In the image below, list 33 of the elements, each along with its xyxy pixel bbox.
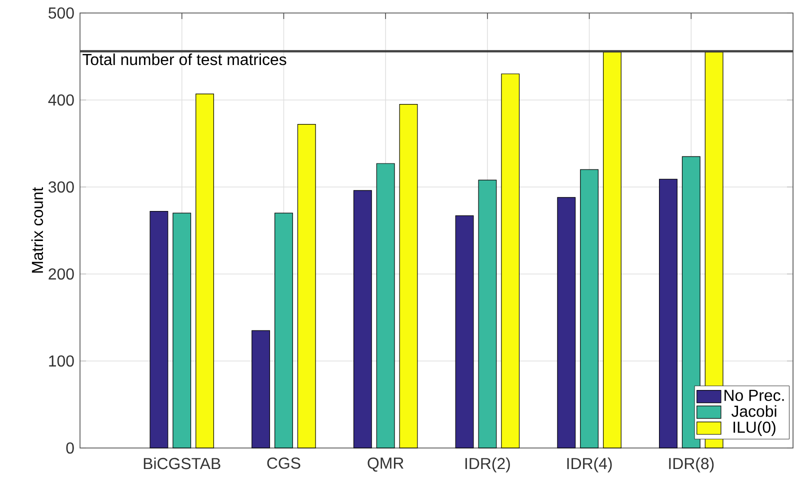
- x-tick-label: CGS: [267, 458, 300, 469]
- bar: [580, 169, 599, 448]
- legend-label: Jacobi: [731, 405, 776, 417]
- bar: [196, 94, 214, 448]
- y-tick-label: 300: [48, 181, 74, 193]
- bar: [399, 104, 418, 448]
- x-tick-label: BiCGSTAB: [144, 458, 220, 470]
- y-axis-title: Matrix count: [31, 187, 44, 273]
- bar: [274, 212, 293, 448]
- y-tick-label: 500: [48, 7, 74, 19]
- x-tick-label: IDR(4): [567, 458, 612, 472]
- y-tick-label: 200: [48, 268, 74, 280]
- legend-label: No Prec.: [724, 390, 784, 401]
- bar: [557, 197, 576, 448]
- y-tick-label: 400: [48, 94, 74, 106]
- bar: [376, 163, 395, 448]
- bar: [501, 74, 520, 448]
- bar: [603, 52, 622, 448]
- y-tick-label: 0: [66, 442, 74, 454]
- bar: [455, 215, 474, 448]
- y-tick-label: 100: [49, 355, 74, 367]
- bar: [172, 212, 192, 448]
- ref-line-label: Total number of test matrices: [82, 53, 286, 66]
- bar: [252, 330, 270, 448]
- x-tick-label: IDR(8): [669, 458, 714, 472]
- bar: [297, 124, 316, 448]
- bar: [659, 178, 678, 448]
- legend-label: ILU(0): [734, 421, 776, 436]
- bar: [478, 180, 497, 448]
- bar: [353, 190, 372, 448]
- bar: [150, 211, 168, 448]
- x-tick-label: IDR(2): [465, 458, 510, 472]
- x-tick-label: QMR: [368, 458, 404, 472]
